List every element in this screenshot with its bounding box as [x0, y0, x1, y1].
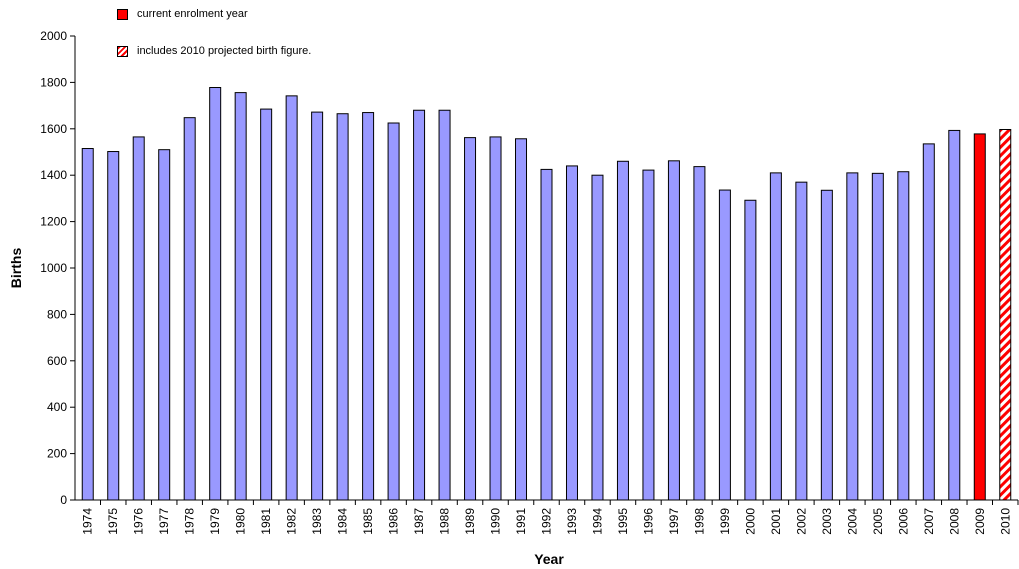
bar-1984 [336, 113, 349, 501]
bar-1981 [260, 108, 273, 501]
bar-2004 [846, 172, 859, 501]
bar-1993 [565, 165, 578, 501]
y-tick-label: 200 [47, 447, 67, 461]
bar-2008 [948, 129, 961, 501]
bar-1986 [387, 122, 400, 501]
bar-2002 [795, 181, 808, 501]
bar-1991 [515, 138, 528, 501]
y-tick-label: 1400 [40, 168, 67, 182]
bar-1977 [158, 149, 171, 501]
bar-1999 [718, 189, 731, 501]
x-tick-label: 1992 [540, 508, 554, 535]
y-tick-label: 1200 [40, 215, 67, 229]
x-tick-label: 1991 [514, 508, 528, 535]
bar-1975 [107, 151, 120, 501]
bar-1992 [540, 168, 553, 501]
bar-2007 [922, 143, 935, 501]
legend-current: current enrolment year [117, 8, 248, 20]
y-tick-label: 0 [60, 493, 67, 507]
x-tick-label: 1977 [157, 508, 171, 535]
x-tick-label: 1986 [387, 508, 401, 535]
x-tick-label: 1994 [590, 508, 604, 535]
x-tick-label: 1997 [667, 508, 681, 535]
x-tick-label: 1984 [336, 508, 350, 535]
x-tick-label: 2001 [769, 508, 783, 535]
x-axis-title: Year [534, 551, 564, 567]
bar-1990 [489, 136, 502, 501]
x-tick-label: 1980 [234, 508, 248, 535]
x-tick-label: 1978 [183, 508, 197, 535]
y-axis-title: Births [8, 248, 24, 289]
x-tick-label: 1979 [208, 508, 222, 535]
bar-1979 [209, 87, 222, 501]
x-tick-label: 2005 [871, 508, 885, 535]
bar-1982 [285, 95, 298, 501]
x-tick-label: 2006 [896, 508, 910, 535]
bar-2006 [897, 171, 910, 501]
bar-2005 [871, 172, 884, 501]
x-tick-label: 1983 [310, 508, 324, 535]
x-tick-label: 2010 [998, 508, 1012, 535]
x-tick-label: 2009 [973, 508, 987, 535]
x-tick-label: 1981 [259, 508, 273, 535]
x-tick-label: 2008 [947, 508, 961, 535]
x-tick-label: 1974 [81, 508, 95, 535]
x-tick-label: 1996 [641, 508, 655, 535]
x-tick-label: 2003 [820, 508, 834, 535]
y-tick-label: 1800 [40, 75, 67, 89]
x-tick-label: 1995 [616, 508, 630, 535]
plot-area: 0 200 400 600 800 1000 1200 1400 1600 1800 2000 197… [40, 29, 1019, 535]
y-tick-label: 1600 [40, 122, 67, 136]
bar-2010 [999, 128, 1012, 501]
bar-1997 [667, 160, 680, 501]
bar-1994 [591, 174, 604, 501]
x-tick-label: 1975 [106, 508, 120, 535]
bar-1983 [311, 111, 324, 501]
bar-1978 [183, 117, 196, 501]
x-tick-label: 2004 [845, 508, 859, 535]
bar-2000 [744, 199, 757, 501]
x-tick-label: 1990 [489, 508, 503, 535]
legend-projected-label: includes 2010 projected birth figure. [137, 45, 312, 57]
x-tick-label: 1998 [692, 508, 706, 535]
legend-current-swatch [117, 8, 128, 20]
legend-projected: includes 2010 projected birth figure. [117, 45, 311, 57]
y-tick-label: 800 [47, 307, 67, 321]
bar-1989 [464, 137, 477, 501]
y-tick-label: 600 [47, 354, 67, 368]
legend-projected-swatch [117, 45, 128, 57]
y-tick-label: 400 [47, 400, 67, 414]
x-tick-label: 1993 [565, 508, 579, 535]
bar-1998 [693, 166, 706, 501]
x-tick-label: 1982 [285, 508, 299, 535]
y-tick-label: 2000 [40, 29, 67, 43]
bar-1980 [234, 92, 247, 501]
bar-1987 [413, 109, 426, 501]
x-tick-label: 1999 [718, 508, 732, 535]
legend-current-label: current enrolment year [137, 8, 248, 20]
x-tick-label: 1987 [412, 508, 426, 535]
bar-1974 [81, 148, 94, 501]
bar-2001 [769, 172, 782, 501]
x-tick-label: 1976 [132, 508, 146, 535]
x-tick-label: 2000 [743, 508, 757, 535]
y-tick-label: 1000 [40, 261, 67, 275]
bar-1996 [642, 169, 655, 501]
bar-2003 [820, 189, 833, 501]
x-tick-label: 2007 [922, 508, 936, 535]
bar-1988 [438, 109, 451, 501]
bar-2009 [973, 133, 986, 501]
bar-1985 [362, 112, 375, 501]
x-tick-label: 1988 [438, 508, 452, 535]
x-tick-label: 2002 [794, 508, 808, 535]
x-tick-label: 1985 [361, 508, 375, 535]
bar-1976 [132, 136, 145, 501]
bar-1995 [616, 160, 629, 501]
x-tick-label: 1989 [463, 508, 477, 535]
